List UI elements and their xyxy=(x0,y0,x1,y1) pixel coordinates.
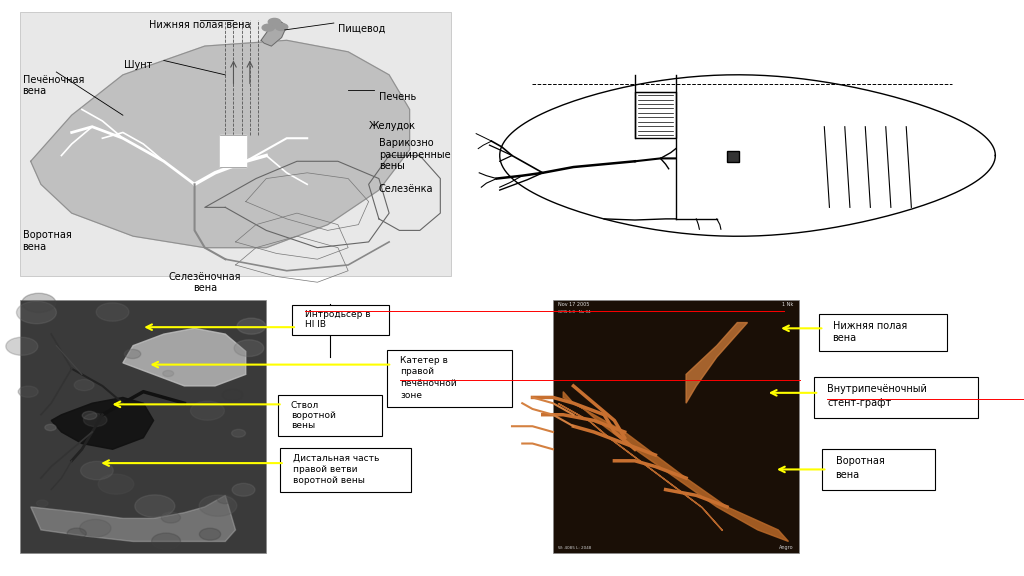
Circle shape xyxy=(163,370,174,377)
Text: Интродьсер в: Интродьсер в xyxy=(305,310,371,320)
Circle shape xyxy=(152,533,180,550)
Text: правой: правой xyxy=(400,367,434,377)
Text: Катетер в: Катетер в xyxy=(400,356,449,365)
FancyBboxPatch shape xyxy=(20,300,266,553)
Polygon shape xyxy=(31,40,410,248)
Circle shape xyxy=(68,528,86,539)
Circle shape xyxy=(53,510,65,517)
Circle shape xyxy=(262,24,274,31)
Text: Пищевод: Пищевод xyxy=(338,23,385,33)
Text: Ствол: Ствол xyxy=(291,400,319,410)
FancyBboxPatch shape xyxy=(822,449,935,490)
FancyBboxPatch shape xyxy=(814,377,978,418)
Text: Печёночная
вена: Печёночная вена xyxy=(23,75,84,97)
Circle shape xyxy=(82,411,97,419)
Circle shape xyxy=(81,461,114,480)
Text: Желудок: Желудок xyxy=(369,121,416,131)
Bar xyxy=(220,135,246,167)
Text: вены: вены xyxy=(291,421,315,430)
Text: Шунт: Шунт xyxy=(124,60,153,70)
Circle shape xyxy=(161,512,180,523)
Circle shape xyxy=(6,338,38,355)
Text: воротной вены: воротной вены xyxy=(293,476,365,485)
Text: вена: вена xyxy=(836,470,860,480)
FancyBboxPatch shape xyxy=(280,448,411,492)
Circle shape xyxy=(231,429,246,437)
Text: НI IВ: НI IВ xyxy=(305,320,327,329)
FancyBboxPatch shape xyxy=(819,314,947,351)
Circle shape xyxy=(37,500,48,506)
Text: вена: вена xyxy=(833,334,857,343)
Text: W: 4085 L: 2048: W: 4085 L: 2048 xyxy=(558,546,592,550)
Circle shape xyxy=(16,301,56,324)
Text: Нижняя полая вена: Нижняя полая вена xyxy=(148,20,251,30)
Circle shape xyxy=(238,318,265,334)
Text: Воротная: Воротная xyxy=(836,456,885,467)
Text: Angro: Angro xyxy=(779,545,794,550)
Circle shape xyxy=(222,389,243,401)
Circle shape xyxy=(200,528,220,540)
Circle shape xyxy=(135,495,175,517)
Polygon shape xyxy=(123,328,246,386)
Circle shape xyxy=(22,293,55,312)
FancyBboxPatch shape xyxy=(292,305,389,335)
Text: воротной: воротной xyxy=(291,411,336,420)
Circle shape xyxy=(80,520,111,537)
Text: Нижняя полая: Нижняя полая xyxy=(833,321,907,331)
FancyBboxPatch shape xyxy=(387,350,512,407)
Circle shape xyxy=(45,425,56,431)
Text: зоне: зоне xyxy=(400,391,422,400)
FancyBboxPatch shape xyxy=(278,395,382,436)
Text: стент-графт: стент-графт xyxy=(827,398,892,408)
Circle shape xyxy=(84,414,106,427)
Circle shape xyxy=(234,340,264,357)
Circle shape xyxy=(268,18,281,25)
Bar xyxy=(635,92,676,138)
Text: Воротная
вена: Воротная вена xyxy=(23,230,72,252)
Text: Внутрипечёночный: Внутрипечёночный xyxy=(827,384,928,395)
FancyBboxPatch shape xyxy=(727,151,739,162)
Polygon shape xyxy=(686,323,748,403)
Circle shape xyxy=(275,24,288,31)
Circle shape xyxy=(232,483,255,496)
Text: Селезёночная
вена: Селезёночная вена xyxy=(169,272,241,294)
Circle shape xyxy=(98,474,134,494)
Polygon shape xyxy=(31,495,236,541)
Circle shape xyxy=(74,380,94,391)
FancyBboxPatch shape xyxy=(553,300,799,553)
Circle shape xyxy=(96,303,129,321)
Text: правой ветви: правой ветви xyxy=(293,465,357,474)
Text: печёночной: печёночной xyxy=(400,379,457,388)
FancyBboxPatch shape xyxy=(20,12,451,276)
Polygon shape xyxy=(51,397,154,449)
Polygon shape xyxy=(563,392,788,541)
Text: Селезёнка: Селезёнка xyxy=(379,184,433,194)
Circle shape xyxy=(199,495,237,516)
Circle shape xyxy=(143,442,155,448)
Text: Дистальная часть: Дистальная часть xyxy=(293,454,379,463)
Text: 1 Nk: 1 Nk xyxy=(782,302,794,308)
Text: Nov 17 2005: Nov 17 2005 xyxy=(558,302,590,308)
Polygon shape xyxy=(261,20,287,46)
Circle shape xyxy=(217,495,233,503)
Circle shape xyxy=(18,386,38,397)
Text: GMS 1.0   No 04: GMS 1.0 No 04 xyxy=(558,310,591,314)
Circle shape xyxy=(124,350,140,359)
Text: Печень: Печень xyxy=(379,92,416,102)
Circle shape xyxy=(190,401,224,420)
Text: Варикозно
расширенные
вены: Варикозно расширенные вены xyxy=(379,138,451,172)
